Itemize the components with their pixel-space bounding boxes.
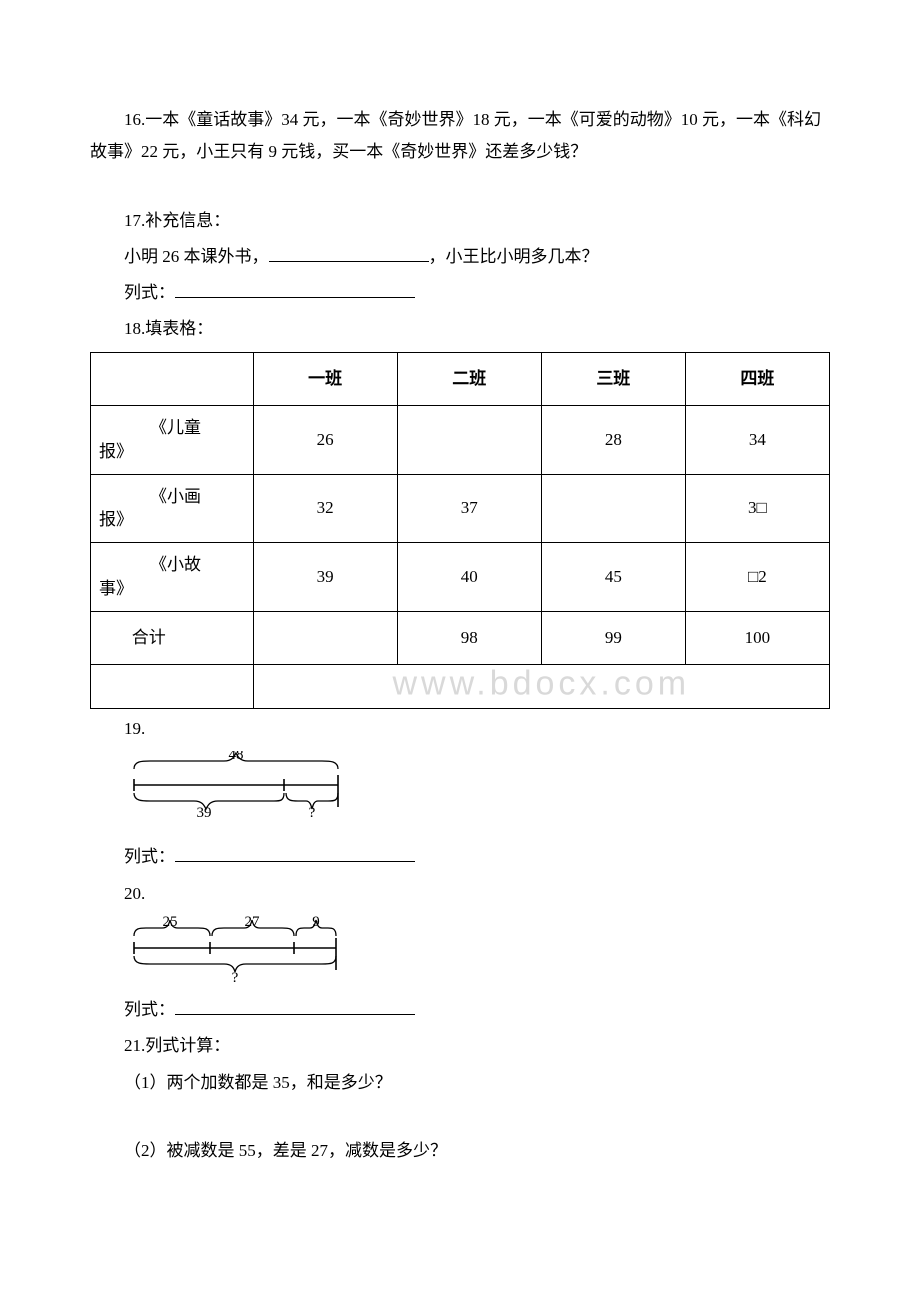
q18-r3c0 <box>253 611 397 664</box>
q18-h2: 二班 <box>397 352 541 405</box>
q18-r1-label-top: 《小画 <box>99 485 247 509</box>
q18-r0c1 <box>397 406 541 475</box>
q18-r0c0: 26 <box>253 406 397 475</box>
q20-title: 20. <box>90 878 830 910</box>
q20-diagram: 25 27 9 ? <box>124 916 830 988</box>
q18-r2c1: 40 <box>397 543 541 612</box>
q18-r2-label-bot: 事》 <box>99 577 247 601</box>
q17-line1: 小明 26 本课外书， ，小王比小明多几本？ <box>90 241 830 273</box>
q17-blank2[interactable] <box>175 278 415 298</box>
q18-r3-label: 合计 <box>91 611 254 664</box>
q18-r2-label: 《小故 事》 <box>91 543 254 612</box>
q19-diagram: 48 39 ? <box>124 751 830 821</box>
q20-seg2: 27 <box>245 916 261 930</box>
q19-right-label: ? <box>309 805 316 821</box>
q18-r2c2: 45 <box>541 543 685 612</box>
q18-r1c1: 37 <box>397 474 541 543</box>
q18-r1c2 <box>541 474 685 543</box>
q20-seg1: 25 <box>163 916 178 930</box>
q18-title: 18.填表格： <box>90 313 830 345</box>
q20-bottom: ? <box>232 970 239 986</box>
table-watermark-row: www.bdocx.com <box>91 665 830 709</box>
q17-blank1[interactable] <box>269 242 429 262</box>
table-row: 《小画 报》 32 37 3□ <box>91 474 830 543</box>
q20-seg3: 9 <box>312 916 320 930</box>
q16-text: 16.一本《童话故事》34 元，一本《奇妙世界》18 元，一本《可爱的动物》10… <box>90 104 830 169</box>
q18-r0c3: 34 <box>685 406 829 475</box>
q18-r0-label-bot: 报》 <box>99 440 247 464</box>
q18-r1c3: 3□ <box>685 474 829 543</box>
q18-table: 一班 二班 三班 四班 《儿童 报》 26 28 34 《小画 报》 32 37… <box>90 352 830 709</box>
q19-blank[interactable] <box>175 842 415 862</box>
spacer <box>90 173 830 201</box>
table-header-row: 一班 二班 三班 四班 <box>91 352 830 405</box>
q18-h4: 四班 <box>685 352 829 405</box>
q21-title: 21.列式计算： <box>90 1030 830 1062</box>
q19-left-label: 39 <box>197 805 212 821</box>
q20-blank[interactable] <box>175 995 415 1015</box>
q17-line2: 列式： <box>90 277 830 309</box>
q18-r3c3: 100 <box>685 611 829 664</box>
q18-r3c1: 98 <box>397 611 541 664</box>
q17-line1-suffix: ，小王比小明多几本？ <box>429 247 599 266</box>
q19-top-label: 48 <box>229 751 244 763</box>
q20-formula-prefix: 列式： <box>124 1000 175 1019</box>
q18-r1c0: 32 <box>253 474 397 543</box>
q18-h3: 三班 <box>541 352 685 405</box>
q18-h1: 一班 <box>253 352 397 405</box>
q18-r2c3: □2 <box>685 543 829 612</box>
q18-r0-label-top: 《儿童 <box>99 416 247 440</box>
q19-title: 19. <box>90 713 830 745</box>
q20-formula: 列式： <box>90 994 830 1026</box>
q18-r0-label: 《儿童 报》 <box>91 406 254 475</box>
q18-r0c2: 28 <box>541 406 685 475</box>
q17-line2-prefix: 列式： <box>124 283 175 302</box>
q18-r1-label-bot: 报》 <box>99 508 247 532</box>
q17-line1-prefix: 小明 26 本课外书， <box>124 247 269 266</box>
table-row: 《小故 事》 39 40 45 □2 <box>91 543 830 612</box>
q18-r3c2: 99 <box>541 611 685 664</box>
q21-sub2: （2）被减数是 55，差是 27，减数是多少？ <box>90 1135 830 1167</box>
table-row: 《儿童 报》 26 28 34 <box>91 406 830 475</box>
q19-formula: 列式： <box>90 841 830 873</box>
q21-sub1: （1）两个加数都是 35，和是多少？ <box>90 1067 830 1099</box>
q19-formula-prefix: 列式： <box>124 847 175 866</box>
q18-r2-label-top: 《小故 <box>99 553 247 577</box>
q17-title: 17.补充信息： <box>90 205 830 237</box>
document-page: 16.一本《童话故事》34 元，一本《奇妙世界》18 元，一本《可爱的动物》10… <box>0 0 920 1231</box>
spacer <box>90 1103 830 1131</box>
q18-h0 <box>91 352 254 405</box>
q18-r2c0: 39 <box>253 543 397 612</box>
table-row: 合计 98 99 100 <box>91 611 830 664</box>
q18-r1-label: 《小画 报》 <box>91 474 254 543</box>
